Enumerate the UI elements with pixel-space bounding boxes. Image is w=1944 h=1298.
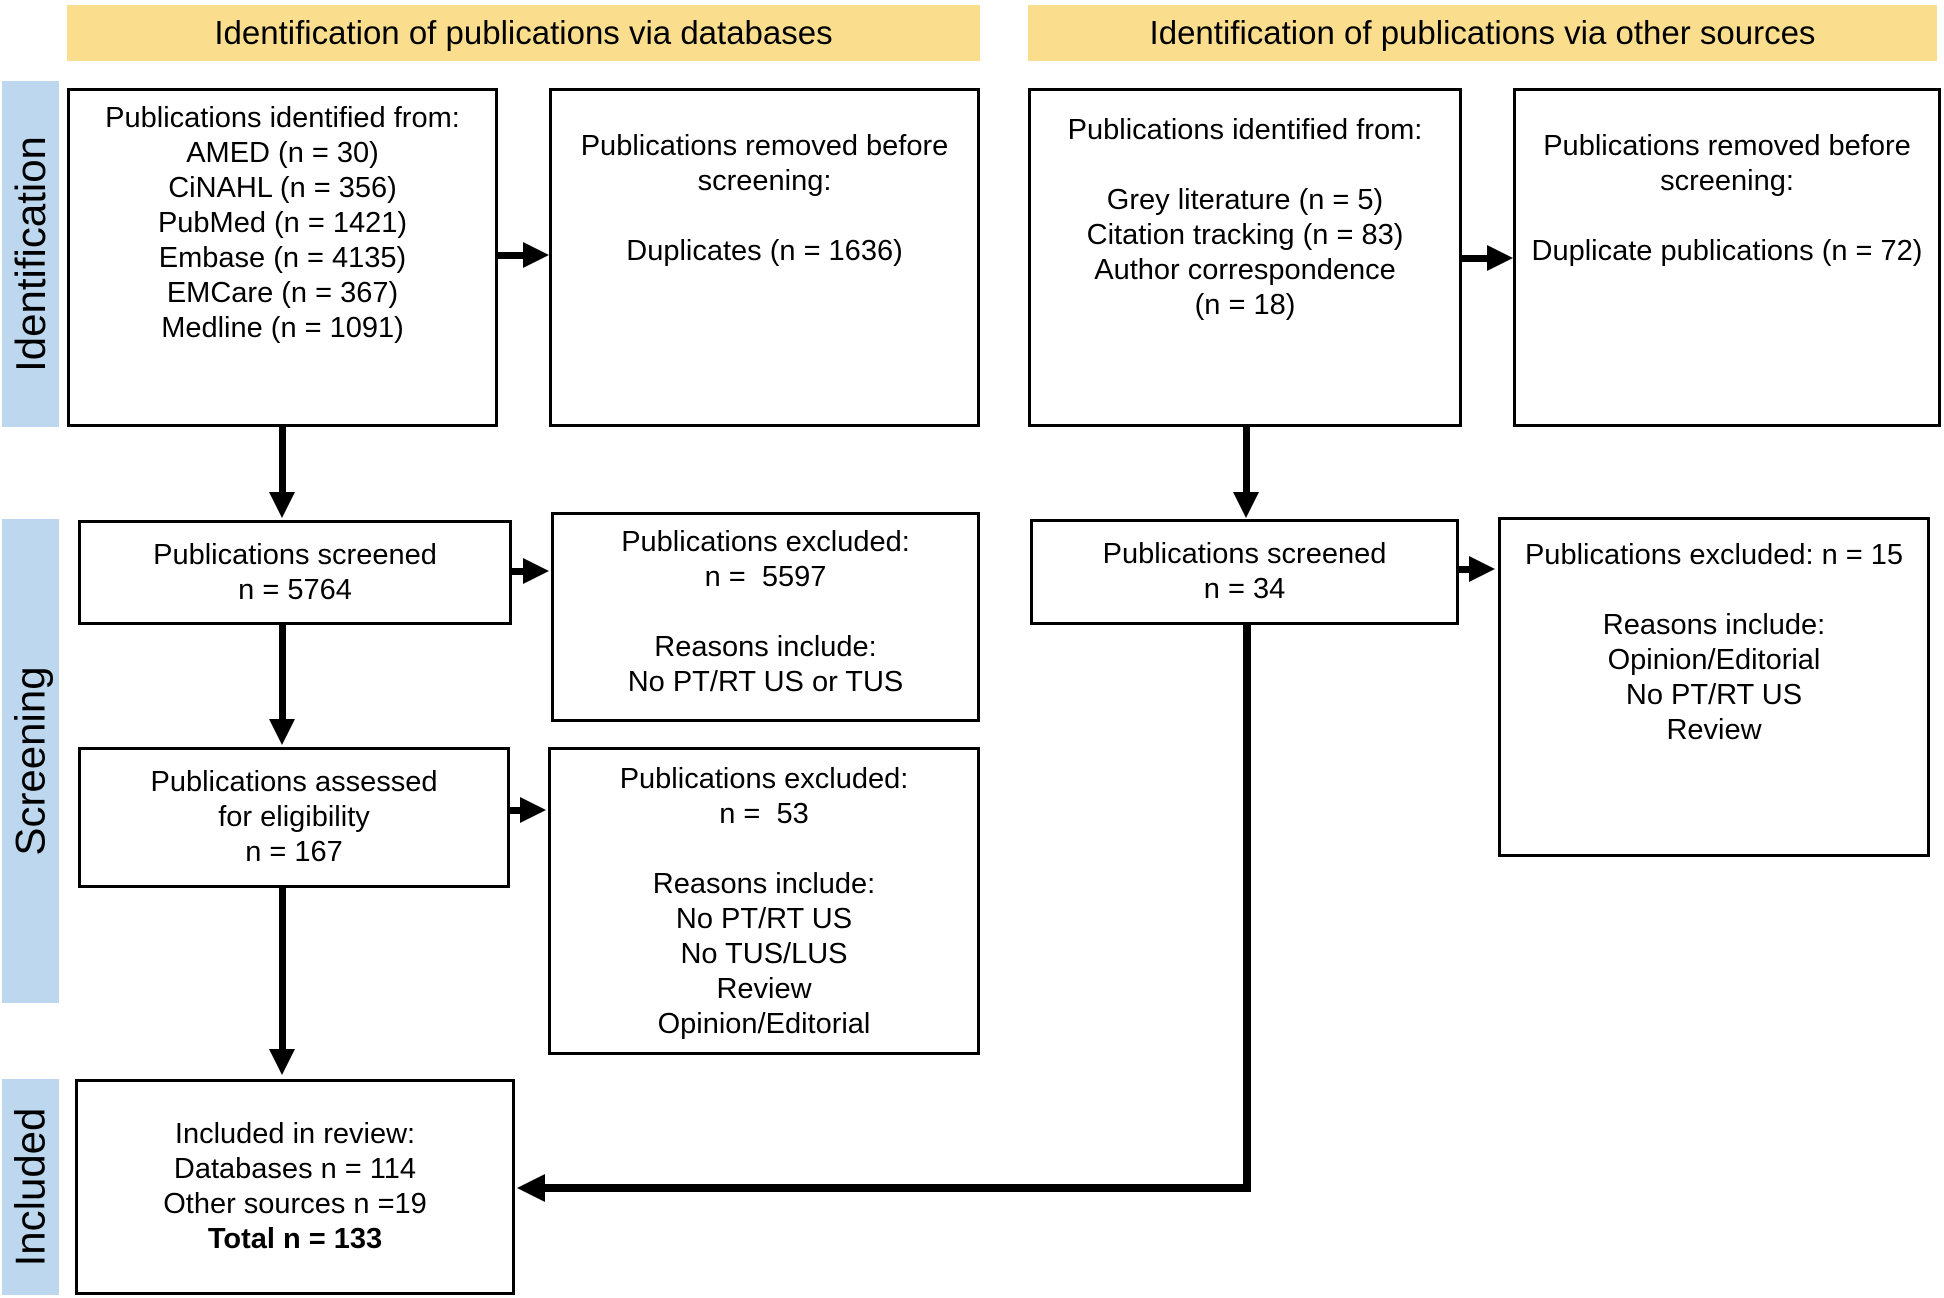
text-line: n = 5597: [704, 561, 827, 593]
included-review-lines: Included in review: Databases n = 114 Othe…: [163, 1117, 427, 1222]
text-line: n = 34: [1203, 573, 1286, 605]
text-line: Publications removed before: [580, 130, 949, 162]
text-line: Publications identified from:: [1067, 114, 1423, 146]
text-line: Grey literature (n = 5): [1106, 184, 1384, 216]
text-line: Databases n = 114: [173, 1153, 417, 1185]
text-line: Duplicate publications (n = 72): [1531, 235, 1923, 267]
text-line: Citation tracking (n = 83): [1086, 219, 1404, 251]
box-other-excluded: Publications excluded: n = 15 Reasons in…: [1498, 517, 1930, 857]
header-databases-label: Identification of publications via datab…: [214, 14, 833, 51]
arrow-other-to-included-vertical-shaft: [1243, 625, 1251, 1192]
arrow-other-identified-to-screened-head: [1233, 492, 1259, 518]
text-line: Opinion/Editorial: [1607, 644, 1821, 676]
box-db-identified: Publications identified from: AMED (n = 3…: [67, 88, 498, 427]
text-line: Publications screened: [1102, 538, 1387, 570]
text-line: PubMed (n = 1421): [157, 207, 408, 239]
arrow-db-assessed-to-included-head: [269, 1049, 295, 1075]
text-line: Included in review:: [174, 1118, 416, 1150]
arrow-other-screened-to-excluded-head: [1469, 556, 1495, 582]
arrow-other-identified-to-removed-shaft: [1462, 255, 1488, 262]
arrow-other-to-included-horizontal-shaft: [539, 1184, 1251, 1192]
text-line: AMED (n = 30): [186, 137, 379, 169]
box-db-excluded-eligibility: Publications excluded: n = 53 Reasons inc…: [548, 747, 980, 1055]
stage-identification: Identification: [2, 81, 59, 427]
text-line: n = 167: [245, 836, 343, 868]
arrow-db-assessed-to-excluded-shaft: [510, 807, 522, 814]
text-line: Publications identified from:: [105, 102, 460, 134]
text-line: screening:: [697, 165, 832, 197]
text-line: [760, 832, 768, 867]
box-included-review: Included in review: Databases n = 114 Othe…: [75, 1079, 515, 1295]
text-line: Publications excluded:: [619, 763, 909, 795]
text-line: Reasons include:: [652, 868, 876, 900]
text-line: Publications screened: [153, 538, 437, 571]
text-line: n = 53: [719, 798, 809, 830]
text-line: Opinion/Editorial: [657, 1008, 871, 1040]
text-line: Review: [1666, 714, 1762, 746]
header-other-sources: Identification of publications via other…: [1028, 5, 1937, 61]
stage-screening: Screening: [2, 519, 59, 1003]
box-db-excluded-screening: Publications excluded: n = 5597 Reasons i…: [551, 512, 980, 722]
arrow-db-identified-to-removed-shaft: [498, 252, 526, 259]
text-line: No PT/RT US or TUS: [627, 666, 904, 698]
text-line: Reasons include:: [654, 631, 877, 663]
box-db-removed: Publications removed before screening: Du…: [549, 88, 980, 427]
text-line: Publications excluded: n = 15: [1524, 539, 1904, 571]
arrow-other-to-included-head: [517, 1174, 545, 1202]
text-line: No TUS/LUS: [680, 938, 848, 970]
arrow-db-identified-to-screened-head: [269, 492, 295, 518]
stage-screening-label: Screening: [6, 666, 54, 856]
box-other-screened: Publications screened n = 34: [1030, 519, 1459, 625]
text-line: (n = 18): [1194, 289, 1296, 321]
box-db-assessed: Publications assessed for eligibility n = …: [78, 747, 510, 888]
arrow-other-identified-to-removed-head: [1487, 245, 1513, 271]
header-databases: Identification of publications via datab…: [67, 5, 980, 61]
text-line: Publications removed before: [1543, 130, 1911, 162]
text-line: Publications excluded:: [621, 526, 910, 558]
text-line: Embase (n = 4135): [158, 242, 407, 274]
text-line: Medline (n = 1091): [161, 312, 404, 344]
text-line: Review: [716, 973, 812, 1005]
header-other-sources-label: Identification of publications via other…: [1149, 14, 1816, 51]
arrow-db-identified-to-screened-shaft: [279, 427, 286, 494]
text-line: Other sources n =19: [163, 1188, 427, 1220]
arrow-db-screened-to-assessed-head: [269, 719, 295, 745]
arrow-other-screened-to-excluded-shaft: [1459, 566, 1471, 573]
arrow-db-identified-to-removed-head: [523, 242, 549, 268]
text-line: Author correspondence: [1094, 254, 1396, 286]
text-line: [761, 595, 769, 630]
text-line: [1241, 148, 1249, 183]
text-line: [1723, 199, 1731, 234]
stage-included: Included: [2, 1079, 59, 1295]
box-other-identified: Publications identified from: Grey liter…: [1028, 88, 1462, 427]
text-line: n = 5764: [238, 573, 352, 606]
arrow-db-screened-to-assessed-shaft: [279, 625, 286, 721]
stage-included-label: Included: [6, 1107, 54, 1267]
text-line: No PT/RT US: [675, 903, 853, 935]
arrow-db-screened-to-excluded-head: [523, 558, 549, 584]
stage-identification-label: Identification: [6, 136, 54, 372]
text-line: No PT/RT US: [1625, 679, 1803, 711]
text-line: Reasons include:: [1602, 609, 1826, 641]
box-other-removed: Publications removed before screening: Du…: [1513, 88, 1941, 427]
text-line: Duplicates (n = 1636): [626, 235, 903, 267]
arrow-db-assessed-to-included-shaft: [279, 888, 286, 1051]
arrow-other-identified-to-screened-shaft: [1243, 427, 1250, 494]
text-line: for eligibility: [218, 801, 370, 833]
arrow-db-assessed-to-excluded-head: [520, 797, 546, 823]
box-db-screened: Publications screened n = 5764: [78, 520, 512, 625]
text-line: Publications assessed: [150, 766, 438, 798]
text-line: CiNAHL (n = 356): [168, 172, 397, 204]
arrow-db-screened-to-excluded-shaft: [512, 568, 526, 575]
text-line: [1710, 573, 1718, 608]
text-line: [760, 199, 768, 234]
text-line: EMCare (n = 367): [166, 277, 399, 309]
included-total-line: Total n = 133: [207, 1223, 383, 1255]
text-line: screening:: [1660, 165, 1794, 197]
